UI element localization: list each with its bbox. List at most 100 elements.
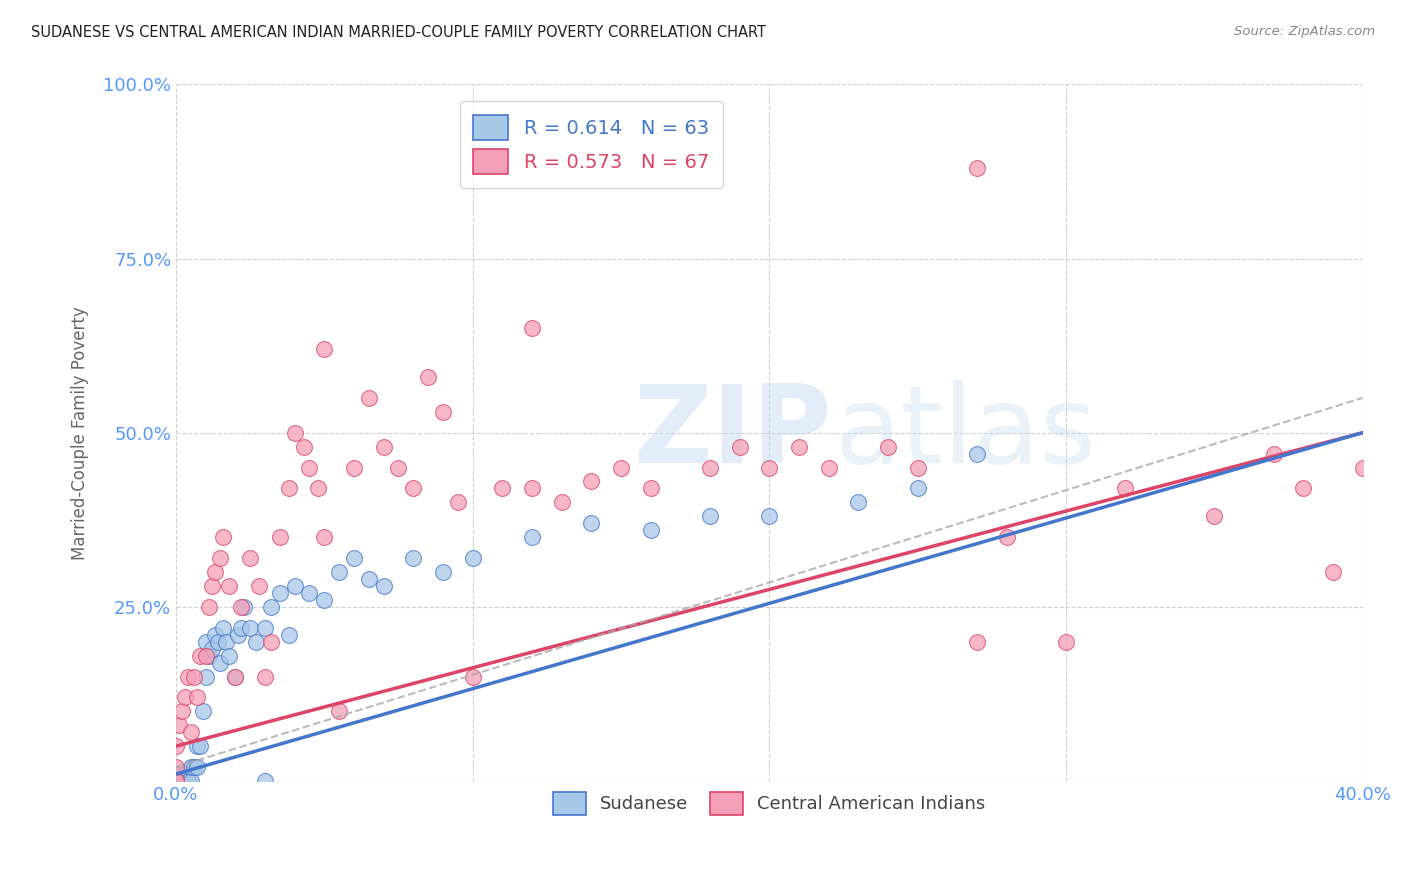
Point xyxy=(966,447,988,461)
Point xyxy=(231,621,253,635)
Point xyxy=(183,669,205,683)
Point xyxy=(758,460,780,475)
Point xyxy=(373,440,395,454)
Point xyxy=(758,509,780,524)
Point xyxy=(699,460,721,475)
Y-axis label: Married-Couple Family Poverty: Married-Couple Family Poverty xyxy=(72,306,89,559)
Point xyxy=(491,482,513,496)
Point xyxy=(298,586,321,600)
Point xyxy=(209,656,232,670)
Point xyxy=(581,475,603,489)
Point xyxy=(787,440,810,454)
Point xyxy=(204,628,226,642)
Point xyxy=(640,482,662,496)
Point xyxy=(200,579,222,593)
Point xyxy=(239,621,262,635)
Point xyxy=(174,774,197,789)
Point xyxy=(167,774,190,789)
Point xyxy=(186,739,208,754)
Point xyxy=(1263,447,1285,461)
Point xyxy=(165,774,187,789)
Point xyxy=(260,599,283,614)
Point xyxy=(253,669,276,683)
Point xyxy=(877,440,900,454)
Point xyxy=(165,774,187,789)
Point xyxy=(260,634,283,648)
Point xyxy=(177,774,200,789)
Point xyxy=(277,482,299,496)
Point xyxy=(174,690,197,705)
Text: Source: ZipAtlas.com: Source: ZipAtlas.com xyxy=(1234,25,1375,38)
Text: atlas: atlas xyxy=(835,380,1097,486)
Point xyxy=(204,565,226,579)
Point xyxy=(226,628,249,642)
Point xyxy=(966,634,988,648)
Point xyxy=(357,572,380,586)
Point xyxy=(209,551,232,566)
Point xyxy=(167,774,190,789)
Point xyxy=(180,725,202,739)
Point xyxy=(343,460,366,475)
Point xyxy=(550,495,572,509)
Point xyxy=(174,767,197,781)
Point xyxy=(1204,509,1226,524)
Point xyxy=(253,621,276,635)
Point xyxy=(284,579,307,593)
Point xyxy=(183,760,205,774)
Point xyxy=(253,774,276,789)
Point xyxy=(247,579,270,593)
Point xyxy=(167,774,190,789)
Point xyxy=(186,760,208,774)
Text: ZIP: ZIP xyxy=(633,380,831,486)
Point xyxy=(610,460,633,475)
Point xyxy=(373,579,395,593)
Point xyxy=(165,774,187,789)
Point xyxy=(180,760,202,774)
Point xyxy=(343,551,366,566)
Point xyxy=(640,523,662,537)
Point xyxy=(269,530,291,544)
Point xyxy=(1292,482,1315,496)
Point xyxy=(170,774,193,789)
Point xyxy=(520,482,543,496)
Point xyxy=(224,669,246,683)
Point xyxy=(1322,565,1344,579)
Point xyxy=(432,565,454,579)
Point xyxy=(165,767,187,781)
Point xyxy=(581,516,603,531)
Point xyxy=(167,718,190,732)
Point xyxy=(233,599,256,614)
Point xyxy=(188,739,211,754)
Point xyxy=(402,551,425,566)
Point xyxy=(966,161,988,175)
Point xyxy=(194,648,217,663)
Point xyxy=(402,482,425,496)
Point xyxy=(995,530,1018,544)
Point xyxy=(200,641,222,656)
Point xyxy=(461,669,484,683)
Point xyxy=(186,690,208,705)
Point xyxy=(245,634,267,648)
Point xyxy=(277,628,299,642)
Point xyxy=(817,460,839,475)
Point xyxy=(165,774,187,789)
Point xyxy=(212,530,235,544)
Point xyxy=(328,704,350,718)
Point xyxy=(314,530,336,544)
Point xyxy=(432,405,454,419)
Point xyxy=(461,551,484,566)
Point xyxy=(215,634,238,648)
Point xyxy=(194,669,217,683)
Point xyxy=(846,495,869,509)
Point xyxy=(520,530,543,544)
Point xyxy=(165,774,187,789)
Point xyxy=(165,774,187,789)
Point xyxy=(170,774,193,789)
Point xyxy=(177,774,200,789)
Point xyxy=(218,579,240,593)
Point xyxy=(218,648,240,663)
Point xyxy=(165,739,187,754)
Point xyxy=(165,774,187,789)
Point xyxy=(520,321,543,335)
Point xyxy=(307,482,329,496)
